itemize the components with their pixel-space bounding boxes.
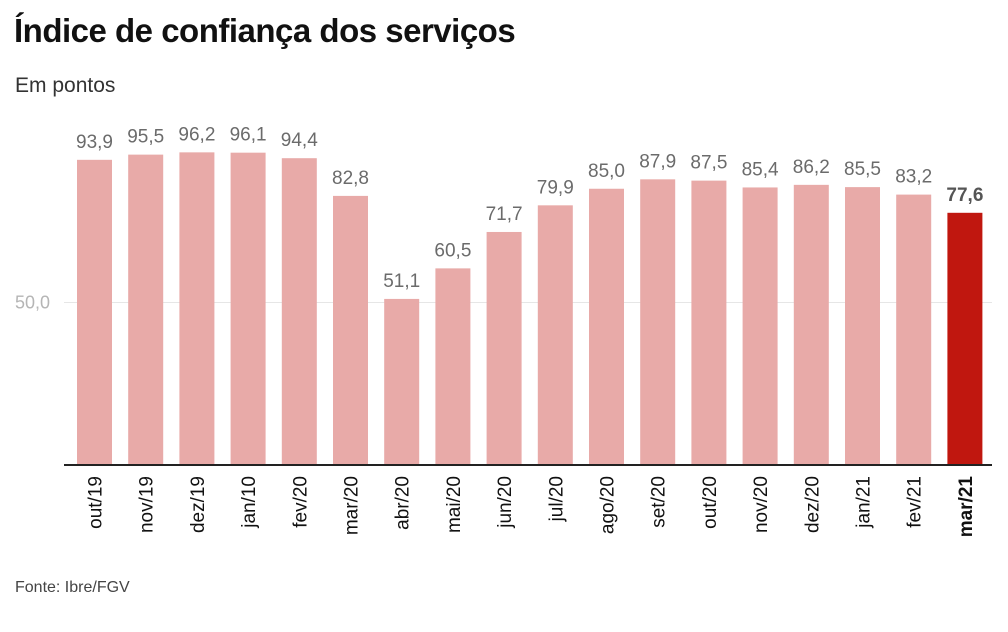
x-tick-label: mar/21 bbox=[956, 476, 977, 538]
value-label: 96,1 bbox=[230, 125, 267, 146]
bar-jul-20 bbox=[537, 205, 573, 465]
value-label: 87,5 bbox=[690, 153, 727, 174]
y-tick-label: 50,0 bbox=[15, 293, 50, 313]
value-label: 93,9 bbox=[76, 132, 113, 153]
bar-nov-19 bbox=[128, 154, 164, 465]
x-tick-label: set/20 bbox=[649, 476, 670, 528]
source-note: Fonte: Ibre/FGV bbox=[15, 579, 130, 596]
value-label: 94,4 bbox=[281, 130, 318, 151]
bar-jun-20 bbox=[486, 231, 522, 465]
bar-set-20 bbox=[640, 179, 676, 465]
value-label: 86,2 bbox=[793, 157, 830, 178]
bars bbox=[77, 152, 983, 466]
bar-nov-20 bbox=[742, 187, 778, 465]
x-tick-label: jan/10 bbox=[239, 476, 260, 529]
x-tick-label: jul/20 bbox=[546, 476, 567, 522]
x-tick-label: out/19 bbox=[86, 476, 107, 529]
x-tick-label: abr/20 bbox=[393, 476, 414, 530]
x-tick-label: dez/19 bbox=[188, 476, 209, 533]
x-tick-label: mar/20 bbox=[342, 476, 363, 535]
value-label: 87,9 bbox=[639, 151, 676, 172]
bar-fev-20 bbox=[281, 158, 317, 465]
value-label: 96,2 bbox=[178, 124, 215, 145]
chart-title: Índice de confiança dos serviços bbox=[14, 12, 516, 49]
value-label: 82,8 bbox=[332, 168, 369, 189]
x-tick-label: nov/19 bbox=[137, 476, 158, 533]
bar-jan-21 bbox=[845, 187, 880, 465]
x-tick-labels: out/19 nov/19 dez/19 jan/10 fev/20 mar/20 abr/… bbox=[86, 476, 977, 538]
bar-fev-21 bbox=[896, 194, 932, 465]
x-tick-label: fev/20 bbox=[290, 476, 311, 528]
bar-jan-10 bbox=[230, 152, 266, 466]
value-label: 85,0 bbox=[588, 161, 625, 182]
x-tick-label: fev/21 bbox=[905, 476, 926, 528]
bar-ago-20 bbox=[589, 188, 624, 465]
x-tick-label: jan/21 bbox=[854, 476, 875, 529]
bar-out-20 bbox=[691, 180, 727, 465]
value-label: 79,9 bbox=[537, 177, 574, 198]
value-label: 85,5 bbox=[844, 159, 881, 180]
x-tick-label: out/20 bbox=[700, 476, 721, 529]
value-label: 95,5 bbox=[127, 127, 164, 148]
bar-out-19 bbox=[77, 159, 112, 465]
bar-mar-20 bbox=[333, 195, 368, 465]
bar-dez-19 bbox=[179, 152, 215, 465]
bar-mar-21 bbox=[947, 212, 983, 465]
value-label: 85,4 bbox=[742, 159, 779, 180]
chart-subtitle: Em pontos bbox=[15, 74, 116, 97]
value-label: 71,7 bbox=[486, 204, 523, 225]
value-label: 60,5 bbox=[434, 240, 471, 261]
bar-mai-20 bbox=[435, 268, 471, 465]
x-tick-label: dez/20 bbox=[802, 476, 823, 533]
x-tick-label: nov/20 bbox=[751, 476, 772, 533]
value-label: 51,1 bbox=[383, 271, 420, 292]
x-tick-label: jun/20 bbox=[495, 476, 516, 529]
bar-dez-20 bbox=[793, 184, 829, 465]
gridlines: 50,0 bbox=[15, 293, 992, 313]
x-tick-label: ago/20 bbox=[598, 476, 619, 534]
value-label: 77,6 bbox=[946, 185, 983, 206]
x-tick-label: mai/20 bbox=[444, 476, 465, 533]
value-label: 83,2 bbox=[895, 167, 932, 188]
bar-abr-20 bbox=[384, 298, 420, 465]
value-labels: 93,9 95,5 96,2 96,1 94,4 82,8 51,1 60,5 71,7 79,9… bbox=[76, 124, 983, 292]
